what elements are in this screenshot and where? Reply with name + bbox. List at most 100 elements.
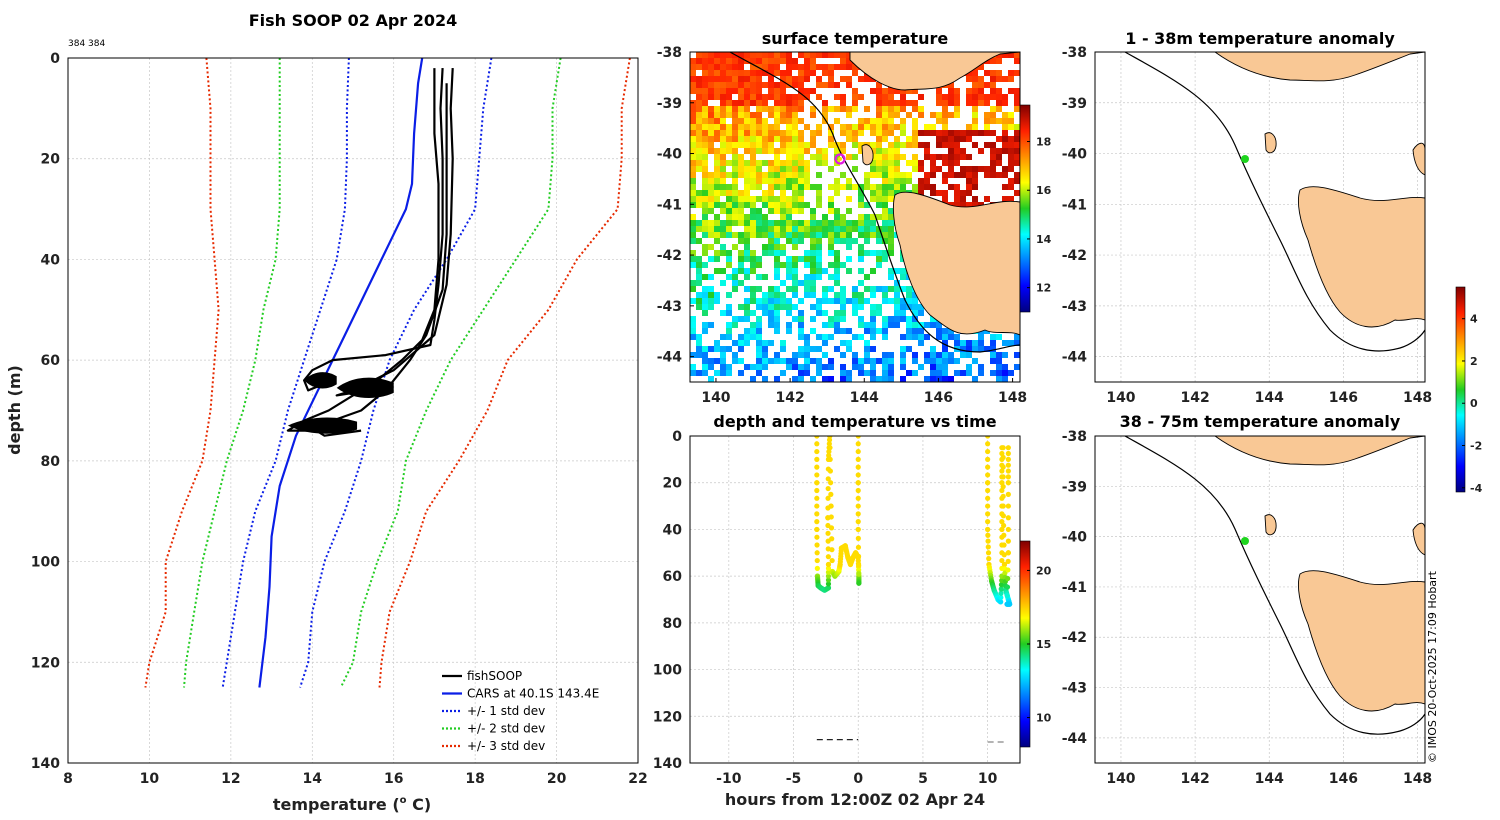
anomaly-colorbar xyxy=(1455,286,1466,493)
sst-pixel xyxy=(792,286,798,292)
sst-pixel xyxy=(744,106,750,112)
sst-pixel xyxy=(702,352,708,358)
sst-pixel xyxy=(726,214,732,220)
sst-pixel xyxy=(864,232,870,238)
sst-pixel xyxy=(828,76,834,82)
sst-pixel xyxy=(900,124,906,130)
sst-pixel xyxy=(858,364,864,370)
sst-pixel xyxy=(780,118,786,124)
sst-pixel xyxy=(744,148,750,154)
sst-pixel xyxy=(762,106,768,112)
sst-pixel xyxy=(822,376,828,382)
sst-pixel xyxy=(798,148,804,154)
sst-pixel xyxy=(828,208,834,214)
depthtime-point xyxy=(985,464,991,470)
sst-pixel xyxy=(924,334,930,340)
sst-pixel xyxy=(756,364,762,370)
sst-pixel xyxy=(894,316,900,322)
sst-pixel xyxy=(822,214,828,220)
sst-pixel xyxy=(978,76,984,82)
sst-pixel xyxy=(774,244,780,250)
sst-pixel xyxy=(894,184,900,190)
sst-pixel xyxy=(792,226,798,232)
sst-pixel xyxy=(876,256,882,262)
sst-pixel xyxy=(858,316,864,322)
sst-pixel xyxy=(804,334,810,340)
sst-pixel xyxy=(714,340,720,346)
sst-pixel xyxy=(840,106,846,112)
sst-pixel xyxy=(780,190,786,196)
sst-pixel xyxy=(852,358,858,364)
sst-pixel xyxy=(864,106,870,112)
sst-pixel xyxy=(792,280,798,286)
depthtime-point xyxy=(1005,503,1011,509)
sst-pixel xyxy=(750,124,756,130)
sst-pixel xyxy=(714,298,720,304)
sst-pixel xyxy=(1014,190,1020,196)
sst-pixel xyxy=(744,76,750,82)
sst-pixel xyxy=(762,226,768,232)
sst-pixel xyxy=(792,190,798,196)
depthtime-point xyxy=(1000,474,1006,480)
sst-pixel xyxy=(798,376,804,382)
sst-pixel xyxy=(780,280,786,286)
sst-pixel xyxy=(972,94,978,100)
sst-pixel xyxy=(744,232,750,238)
depthtime-xtick-label: -10 xyxy=(716,771,742,787)
sst-pixel xyxy=(774,328,780,334)
sst-pixel xyxy=(894,280,900,286)
sst-pixel xyxy=(786,208,792,214)
sst-pixel xyxy=(888,94,894,100)
sst-pixel xyxy=(930,316,936,322)
sst-pixel xyxy=(1002,142,1008,148)
sst-pixel xyxy=(822,310,828,316)
sst-pixel xyxy=(846,340,852,346)
sst-pixel xyxy=(720,88,726,94)
sst-pixel xyxy=(840,214,846,220)
sst-pixel xyxy=(882,112,888,118)
anom2-ticks: 140 142 144 146 148-38-39-40-41-42-43-44 xyxy=(1062,429,1432,787)
sst-pixel xyxy=(834,208,840,214)
sst-pixel xyxy=(924,130,930,136)
sst-pixel xyxy=(732,160,738,166)
sst-pixel xyxy=(720,334,726,340)
depthtime-point xyxy=(825,585,832,591)
sst-pixel xyxy=(882,370,888,376)
sst-pixel xyxy=(720,358,726,364)
profile-grid xyxy=(67,57,639,764)
sst-pixel xyxy=(780,88,786,94)
sst-pixel xyxy=(1002,184,1008,190)
sst-pixel xyxy=(726,292,732,298)
sst-pixel xyxy=(768,304,774,310)
sst-pixel xyxy=(798,166,804,172)
sst-pixel xyxy=(888,220,894,226)
depthtime-point xyxy=(829,547,835,553)
sst-pixel xyxy=(780,142,786,148)
sst-pixel xyxy=(726,58,732,64)
sst-pixel xyxy=(738,94,744,100)
sst-pixel xyxy=(864,184,870,190)
depthtime-point xyxy=(826,452,832,459)
sst-pixel xyxy=(888,178,894,184)
sst-pixel xyxy=(996,94,1002,100)
sst-pixel xyxy=(750,130,756,136)
sst-pixel xyxy=(732,70,738,76)
sst-pixel xyxy=(786,124,792,130)
sst-pixel xyxy=(984,112,990,118)
sst-pixel xyxy=(756,274,762,280)
sst-pixel xyxy=(906,346,912,352)
sst-pixel xyxy=(786,202,792,208)
sst-pixel xyxy=(810,244,816,250)
sst-pixel xyxy=(846,232,852,238)
sst-pixel xyxy=(714,220,720,226)
sst-pixel xyxy=(750,250,756,256)
sst-pixel xyxy=(750,262,756,268)
sst-pixel xyxy=(732,136,738,142)
depthtime-point xyxy=(814,472,820,478)
sst-pixel xyxy=(882,298,888,304)
sst-pixel xyxy=(942,118,948,124)
sst-pixel xyxy=(864,178,870,184)
depthtime-point xyxy=(985,550,992,556)
sst-pixel xyxy=(780,178,786,184)
sst-pixel xyxy=(942,94,948,100)
